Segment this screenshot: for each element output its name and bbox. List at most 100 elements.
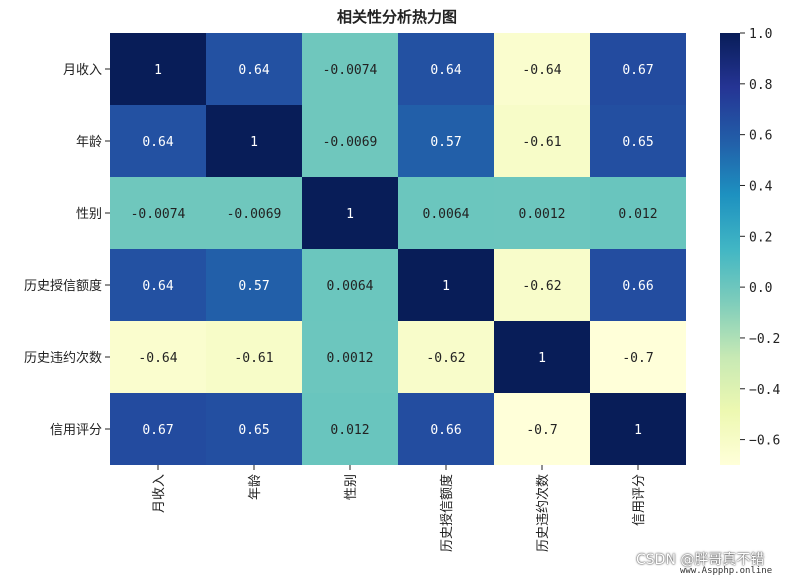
heatmap-cell [494, 393, 590, 465]
x-tick-label: 年龄 [248, 474, 263, 500]
colorbar-tick-label: −0.2 [749, 332, 780, 347]
x-tick-label: 历史违约次数 [535, 474, 551, 552]
cell-value-label: 0.0064 [423, 207, 470, 222]
chart-title: 相关性分析热力图 [337, 8, 457, 26]
cell-value-label: -0.0074 [131, 207, 186, 222]
heatmap-cell [398, 177, 494, 249]
colorbar: 1.0 0.8 0.6 0.4 0.2 0.0 −0.2 −0.4 −0.6 [720, 27, 780, 465]
heatmap-cell [206, 249, 302, 321]
x-tick-label: 性别 [344, 474, 359, 500]
heatmap-cell [206, 393, 302, 465]
heatmap-cell [590, 249, 686, 321]
cell-value-label: 1 [634, 423, 642, 438]
cell-value-label: 1 [442, 279, 450, 294]
cell-value-label: 0.67 [142, 423, 173, 438]
colorbar-tick-label: 0.8 [749, 78, 772, 93]
cell-value-label: 1 [346, 207, 354, 222]
colorbar-gradient [720, 33, 740, 465]
heatmap-cell [302, 249, 398, 321]
cell-value-label: -0.61 [522, 135, 561, 150]
heatmap-cell [206, 177, 302, 249]
cell-value-label: -0.0074 [323, 63, 378, 78]
x-tick-labels: 月收入 年龄 性别 历史授信额度 历史违约次数 信用评分 [152, 465, 647, 552]
cell-value-label: 0.57 [238, 279, 269, 294]
colorbar-tick-label: 0.0 [749, 281, 772, 296]
cell-value-label: -0.7 [622, 351, 653, 366]
heatmap-cell [302, 105, 398, 177]
cell-value-label: 0.65 [238, 423, 269, 438]
cell-value-label: 0.64 [430, 63, 461, 78]
heatmap-cell [494, 249, 590, 321]
cell-value-label: 0.57 [430, 135, 461, 150]
colorbar-tick-label: −0.4 [749, 383, 780, 398]
heatmap-cell [590, 393, 686, 465]
y-tick-label: 历史违约次数 [24, 350, 102, 366]
watermark-csdn: CSDN @胖哥真不错 [636, 552, 765, 568]
cell-value-label: -0.61 [234, 351, 273, 366]
colorbar-tick-label: −0.6 [749, 434, 780, 449]
cell-value-label: 0.0064 [327, 279, 374, 294]
cell-value-label: 0.67 [622, 63, 653, 78]
cell-value-label: 0.012 [618, 207, 657, 222]
cell-value-label: -0.62 [522, 279, 561, 294]
cell-value-label: 1 [154, 63, 162, 78]
cell-value-label: 0.64 [142, 279, 173, 294]
x-tick-label: 信用评分 [632, 474, 647, 526]
cell-value-label: 0.66 [622, 279, 653, 294]
heatmap-cell [110, 321, 206, 393]
colorbar-tick-label: 0.6 [749, 129, 772, 144]
cell-value-label: -0.62 [426, 351, 465, 366]
heatmap-cell [398, 249, 494, 321]
heatmap-cells: 1 0.64 -0.0074 0.64 -0.64 0.67 0.64 1 -0.0069 0.5… [110, 33, 686, 465]
cell-value-label: -0.64 [522, 63, 561, 78]
cell-value-label: 0.65 [622, 135, 653, 150]
heatmap-cell [206, 321, 302, 393]
x-tick-label: 月收入 [152, 474, 167, 513]
heatmap-cell [398, 33, 494, 105]
cell-value-label: -0.0069 [227, 207, 282, 222]
heatmap-cell [302, 393, 398, 465]
cell-value-label: 0.64 [142, 135, 173, 150]
cell-value-label: 1 [250, 135, 258, 150]
heatmap-cell [302, 177, 398, 249]
heatmap-cell [494, 33, 590, 105]
heatmap-cell [110, 249, 206, 321]
colorbar-tick-label: 0.2 [749, 230, 772, 245]
cell-value-label: 0.0012 [327, 351, 374, 366]
cell-value-label: 0.012 [330, 423, 369, 438]
heatmap-cell [590, 33, 686, 105]
heatmap-cell [110, 393, 206, 465]
heatmap-cell [590, 105, 686, 177]
cell-value-label: 0.66 [430, 423, 461, 438]
cell-value-label: -0.64 [138, 351, 177, 366]
heatmap-cell [110, 177, 206, 249]
x-tick-label: 历史授信额度 [439, 474, 455, 552]
colorbar-tick-label: 0.4 [749, 179, 773, 194]
heatmap-cell [110, 105, 206, 177]
cell-value-label: 1 [538, 351, 546, 366]
heatmap-cell [206, 33, 302, 105]
heatmap-cell [494, 321, 590, 393]
y-tick-label: 信用评分 [50, 423, 102, 438]
heatmap-cell [302, 33, 398, 105]
heatmap-cell [494, 177, 590, 249]
heatmap-cell [398, 321, 494, 393]
heatmap-cell [110, 33, 206, 105]
cell-value-label: 0.0012 [519, 207, 566, 222]
colorbar-tick-label: 1.0 [749, 27, 772, 42]
y-tick-label: 年龄 [76, 135, 102, 150]
cell-value-label: -0.7 [526, 423, 557, 438]
cell-value-label: -0.0069 [323, 135, 378, 150]
heatmap-cell [398, 105, 494, 177]
heatmap-cell [206, 105, 302, 177]
heatmap-cell [398, 393, 494, 465]
watermark-site: www.Aspphp.online [680, 566, 773, 576]
heatmap-cell [494, 105, 590, 177]
heatmap-cell [302, 321, 398, 393]
y-tick-label: 性别 [76, 207, 102, 222]
y-tick-label: 月收入 [63, 63, 102, 78]
cell-value-label: 0.64 [238, 63, 269, 78]
y-tick-label: 历史授信额度 [24, 278, 102, 294]
